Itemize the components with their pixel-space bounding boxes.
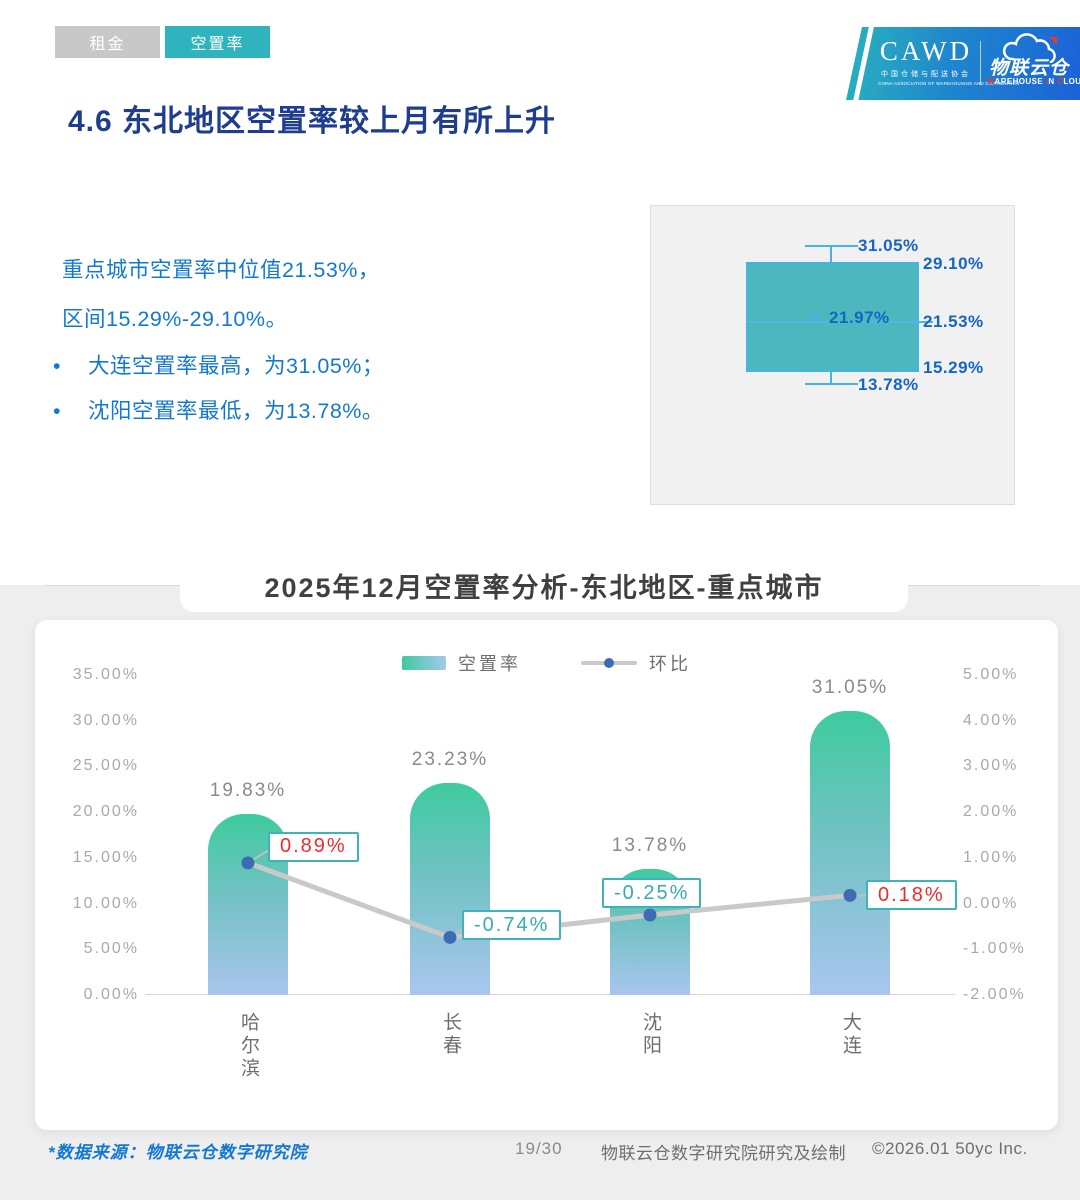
left-axis-tick: 35.00% bbox=[72, 666, 139, 683]
mean-marker-icon: × bbox=[811, 307, 822, 327]
line-series-dot-icon bbox=[604, 658, 614, 668]
q3-value-label: 29.10% bbox=[923, 253, 984, 273]
right-axis-tick: 0.00% bbox=[963, 894, 1019, 912]
x-axis-category-label: 哈尔滨 bbox=[238, 1012, 259, 1081]
right-axis-tick: -1.00% bbox=[963, 940, 1026, 958]
bar-value-label: 23.23% bbox=[411, 748, 489, 770]
cawd-logo: CAWD 中国仓储与配送协会 CHINA ASSOCIATION OF WARE… bbox=[878, 36, 1020, 86]
x-axis-category-label: 长春 bbox=[440, 1012, 461, 1058]
summary-line: 重点城市空置率中位值21.53%， bbox=[62, 258, 380, 282]
summary-bullet-text: 大连空置率最高，为31.05%； bbox=[88, 354, 384, 378]
bullet-icon: • bbox=[53, 354, 62, 378]
summary-bullet: • 大连空置率最高，为31.05%； bbox=[53, 344, 384, 389]
cawd-english-name: CHINA ASSOCIATION OF WAREHOUSING AND DIS… bbox=[878, 81, 1020, 86]
left-axis-tick: 15.00% bbox=[72, 848, 139, 866]
copyright-text: ©2026.01 50yc Inc. bbox=[872, 1139, 1028, 1158]
tab-bar: 租金 空置率 bbox=[55, 26, 270, 58]
vacancy-boxplot: × 21.97% 31.05% 29.10% 21.53% 15.29% 13.78% bbox=[650, 205, 1015, 505]
bar-value-label: 13.78% bbox=[611, 835, 689, 856]
left-axis-tick: 10.00% bbox=[72, 894, 139, 912]
cloud-icon bbox=[1002, 33, 1057, 63]
line-series-swatch-icon bbox=[581, 658, 637, 668]
data-source-note: *数据来源：物联云仓数字研究院 bbox=[48, 1143, 308, 1162]
mean-value-label: 21.97% bbox=[829, 307, 890, 327]
logo-divider bbox=[980, 41, 981, 85]
cawd-chinese-name: 中国仓储与配送协会 bbox=[881, 71, 971, 78]
cawd-wordmark: CAWD bbox=[879, 36, 973, 66]
whisker-cap-bottom bbox=[805, 383, 858, 386]
tab-rent[interactable]: 租金 bbox=[55, 26, 160, 58]
banner-slash-decoration bbox=[852, 27, 875, 100]
bar-value-label: 19.83% bbox=[209, 779, 287, 801]
legend-label: 环比 bbox=[649, 654, 691, 674]
x-axis-baseline bbox=[145, 994, 955, 995]
right-axis-tick: 2.00% bbox=[963, 803, 1019, 821]
median-line bbox=[746, 321, 933, 324]
summary-bullet-text: 沈阳空置率最低，为13.78%。 bbox=[88, 399, 384, 423]
vacancy-bar bbox=[410, 782, 490, 995]
wic-english-wordmark: WAREHOUSE IN CLOUD bbox=[987, 77, 1080, 86]
x-axis-category-label: 大连 bbox=[840, 1012, 861, 1058]
median-value-label: 21.53% bbox=[923, 312, 984, 332]
max-value-label: 31.05% bbox=[858, 236, 919, 255]
left-axis-tick: 30.00% bbox=[72, 711, 139, 729]
left-axis-tick: 0.00% bbox=[83, 986, 139, 1003]
chart-legend: 空置率 环比 bbox=[35, 650, 1058, 676]
right-axis-tick: 3.00% bbox=[963, 757, 1019, 775]
right-axis-tick: 5.00% bbox=[963, 666, 1019, 683]
wic-chinese-wordmark: 物联云仓 bbox=[989, 58, 1070, 79]
mom-value-box: 0.18% bbox=[866, 880, 957, 911]
left-axis-tick: 5.00% bbox=[83, 940, 139, 958]
chart-title: 2025年12月空置率分析-东北地区-重点城市 bbox=[180, 558, 908, 612]
credit-text: 物联云仓数字研究院研究及绘制 bbox=[601, 1144, 846, 1163]
mom-value-box: -0.74% bbox=[462, 910, 562, 941]
mom-value-box: 0.89% bbox=[268, 831, 359, 862]
bar-value-label: 31.05% bbox=[811, 677, 889, 699]
brand-banner: CAWD 中国仓储与配送协会 CHINA ASSOCIATION OF WARE… bbox=[846, 27, 1080, 100]
summary-block: 重点城市空置率中位值21.53%， 区间15.29%-29.10%。 • 大连空… bbox=[53, 246, 384, 434]
bullet-icon: • bbox=[53, 399, 62, 423]
summary-bullet: • 沈阳空置率最低，为13.78%。 bbox=[53, 389, 384, 434]
x-axis-category-label: 沈阳 bbox=[640, 1012, 661, 1058]
right-axis-tick: 4.00% bbox=[963, 711, 1019, 729]
right-axis-tick: -2.00% bbox=[963, 986, 1026, 1003]
left-axis-tick: 20.00% bbox=[72, 803, 139, 821]
whisker-line-bottom bbox=[830, 372, 832, 385]
mom-value-box: -0.25% bbox=[602, 878, 702, 908]
tab-vacancy-rate[interactable]: 空置率 bbox=[165, 26, 270, 58]
page-title: 4.6 东北地区空置率较上月有所上升 bbox=[68, 105, 557, 138]
q1-value-label: 15.29% bbox=[923, 358, 984, 378]
legend-item-vacancy[interactable]: 空置率 bbox=[402, 650, 521, 676]
page-number: 19/30 bbox=[515, 1139, 563, 1158]
left-axis-tick: 25.00% bbox=[72, 757, 139, 775]
legend-item-mom[interactable]: 环比 bbox=[581, 650, 691, 676]
vacancy-bar bbox=[810, 711, 890, 995]
min-value-label: 13.78% bbox=[858, 375, 919, 395]
summary-line: 区间15.29%-29.10%。 bbox=[62, 307, 288, 331]
bar-series-swatch-icon bbox=[402, 656, 446, 670]
legend-label: 空置率 bbox=[458, 654, 521, 674]
box-iqr bbox=[746, 261, 919, 373]
whisker-line-top bbox=[830, 246, 832, 262]
right-axis-tick: 1.00% bbox=[963, 848, 1019, 866]
vacancy-combo-chart: 空置率 环比 35.00% 30.00% 25.00% 20.00% 15.00% 10.… bbox=[35, 620, 1058, 1130]
chart-section: 2025年12月空置率分析-东北地区-重点城市 空置率 环比 35.00% 30.… bbox=[0, 558, 1080, 1200]
